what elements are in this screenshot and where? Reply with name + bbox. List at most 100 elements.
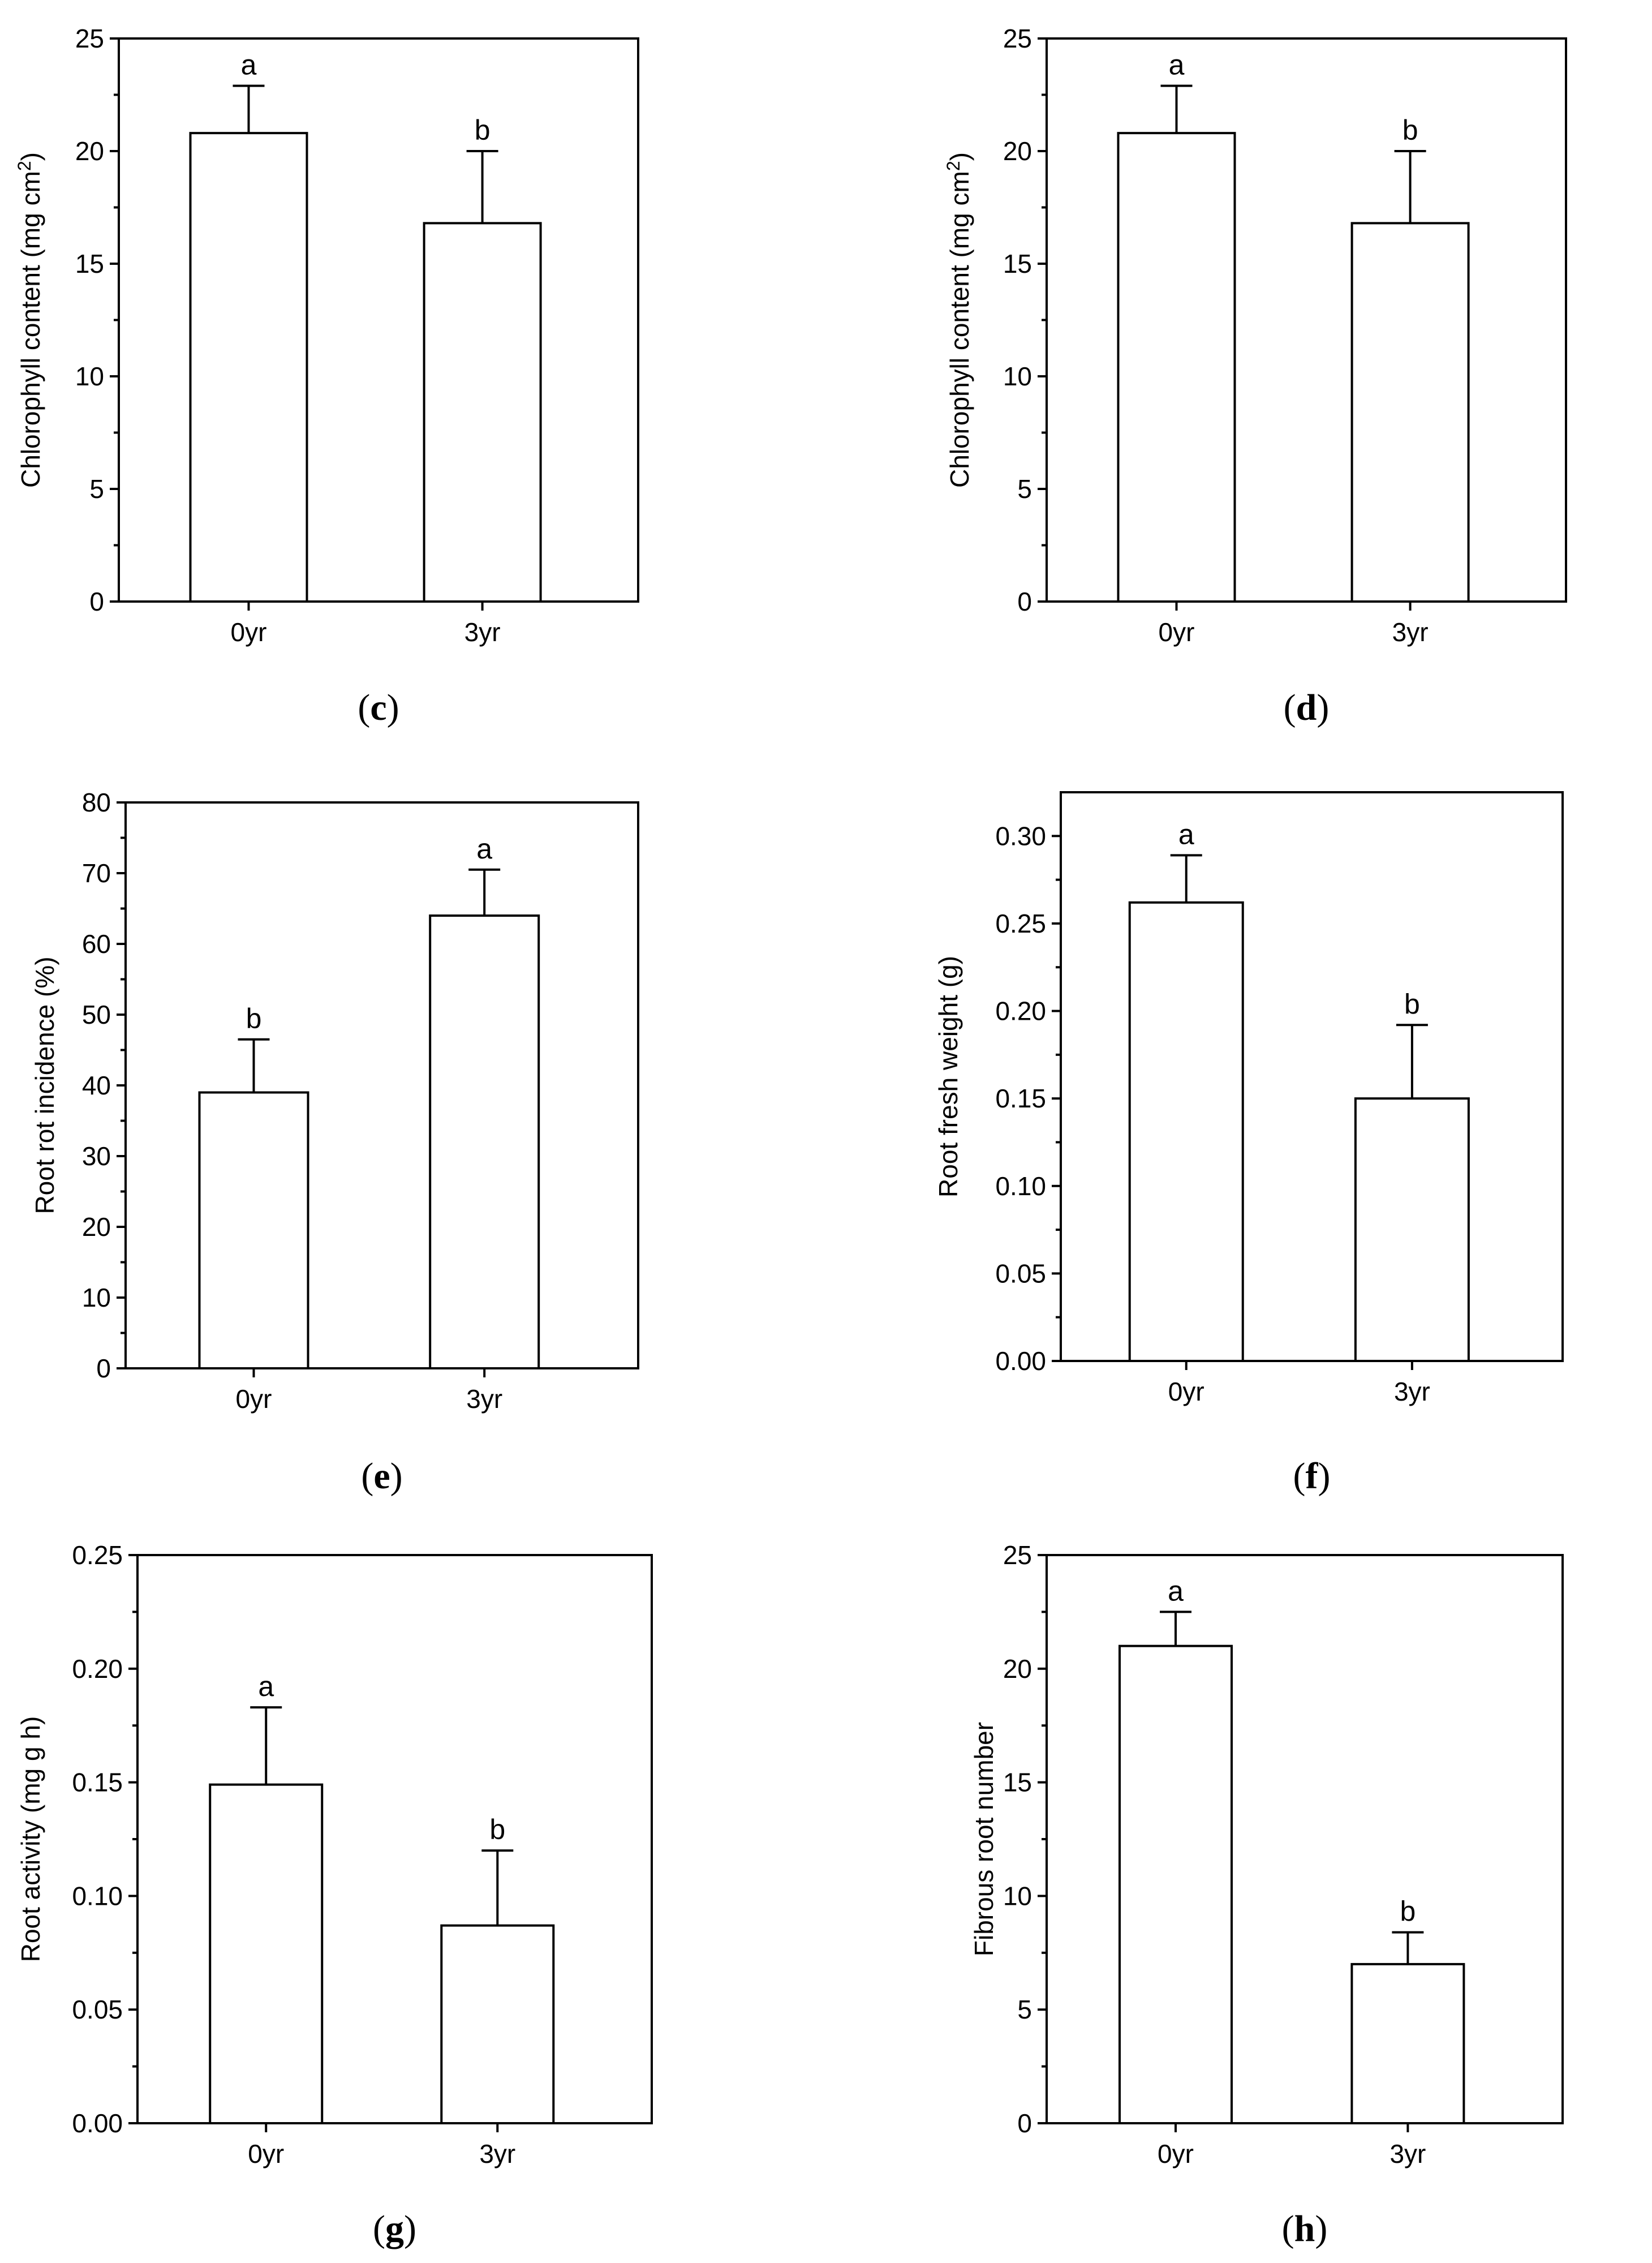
y-axis-title-text: Chlorophyll content (mg cm (945, 171, 974, 488)
y-tick-label: 0.20 (72, 1654, 123, 1684)
panel-label-letter: g (385, 2208, 404, 2249)
chart-panel-e: 0 10 20 30 40 50 60 70 80 Root rot incidence (%) b… (30, 788, 639, 1497)
panel-label-open-paren: ( (358, 687, 370, 728)
panel-label-letter: e (373, 1455, 390, 1497)
bar-0yr (189, 132, 308, 603)
panel-label-open-paren: ( (361, 1455, 373, 1497)
chart-panel-f: 0.00 0.05 0.10 0.15 0.20 0.25 0.30 Root fresh w… (933, 791, 1564, 1497)
y-axis-title-tail: ) (945, 152, 974, 161)
significance-letter: a (258, 1671, 274, 1702)
y-axis-title-text: Chlorophyll content (mg cm (16, 171, 45, 488)
y-tick-label: 0 (1017, 2109, 1032, 2138)
y-tick-label: 15 (1003, 249, 1032, 278)
panel-label-letter: h (1294, 2208, 1315, 2249)
panel-label: (h) (1282, 2208, 1328, 2249)
significance-letter: b (1400, 1896, 1416, 1927)
y-tick-label: 25 (1003, 1540, 1032, 1570)
y-tick-label: 15 (75, 249, 104, 278)
significance-letter: b (1403, 114, 1418, 146)
y-tick-label: 0.30 (995, 821, 1046, 851)
y-tick-label: 0.15 (995, 1084, 1046, 1113)
bar-3yr (1350, 222, 1470, 603)
y-tick-label: 0.10 (995, 1171, 1046, 1201)
significance-letter: a (476, 833, 492, 865)
x-tick-label: 0yr (231, 617, 267, 647)
x-tick-label: 0yr (1168, 1377, 1204, 1406)
panel-label-close-paren: ) (1318, 1455, 1330, 1497)
y-tick-label: 15 (1003, 1768, 1032, 1797)
bar-3yr (440, 1924, 555, 2124)
y-tick-label: 20 (1003, 1654, 1032, 1684)
bar-3yr (423, 222, 542, 603)
y-axis-title: Chlorophyll content (mg cm2) (943, 152, 974, 488)
y-axis-title-text: Root fresh weight (g) (933, 956, 963, 1197)
significance-letter: a (1169, 49, 1185, 81)
y-axis-title: Fibrous root number (969, 1722, 999, 1956)
panel-label-close-paren: ) (387, 687, 399, 728)
panel-label-close-paren: ) (404, 2208, 416, 2249)
y-tick-label: 50 (82, 1000, 111, 1029)
y-tick-label: 0 (1017, 587, 1032, 616)
chart-panel-d: 0 5 10 15 20 25 Chlorophyll content (mg cm2) a 0… (943, 24, 1567, 728)
y-tick-label: 25 (75, 24, 104, 53)
y-tick-label: 20 (1003, 136, 1032, 166)
panel-label-close-paren: ) (1317, 687, 1329, 728)
chart-panel-h: 0 5 10 15 20 25 Fibrous root number a 0yr b 3yr (h) (969, 1540, 1564, 2249)
significance-letter: b (489, 1814, 505, 1845)
y-axis-title: Root rot incidence (%) (30, 956, 59, 1214)
plot-frame (1060, 791, 1564, 1362)
significance-letter: a (1178, 818, 1194, 850)
y-axis-title-tail: ) (16, 152, 45, 161)
panel-label-close-paren: ) (390, 1455, 403, 1497)
bar-0yr (209, 1783, 324, 2124)
y-axis-title-text: Fibrous root number (969, 1722, 999, 1956)
y-tick-label: 10 (1003, 362, 1032, 391)
y-tick-label: 5 (1017, 474, 1032, 504)
y-tick-label: 60 (82, 929, 111, 959)
bar-3yr (1354, 1097, 1470, 1362)
x-tick-label: 3yr (479, 2139, 515, 2168)
significance-letter: a (241, 49, 257, 81)
y-tick-label: 70 (82, 858, 111, 888)
y-tick-label: 0.25 (72, 1540, 123, 1570)
bar-0yr (198, 1091, 309, 1369)
y-tick-label: 0.10 (72, 1881, 123, 1910)
y-tick-label: 10 (82, 1283, 111, 1312)
y-tick-label: 20 (75, 136, 104, 166)
panel-label-open-paren: ( (1284, 687, 1296, 728)
panel-label-letter: c (370, 687, 386, 728)
y-axis-title-text: Root activity (mg g h) (16, 1716, 45, 1963)
y-tick-label: 10 (75, 362, 104, 391)
panel-label: (f) (1293, 1455, 1331, 1497)
chart-panel-c: 0 5 10 15 20 25 Chlorophyll content (mg cm2) a 0… (14, 24, 639, 728)
significance-letter: b (475, 114, 491, 146)
y-axis-title: Chlorophyll content (mg cm2) (14, 152, 45, 488)
panel-label-close-paren: ) (1315, 2208, 1327, 2249)
panel-label: (d) (1284, 687, 1330, 728)
panel-label-open-paren: ( (1293, 1455, 1306, 1497)
y-tick-label: 25 (1003, 24, 1032, 53)
x-tick-label: 0yr (248, 2139, 284, 2168)
y-tick-label: 0.25 (995, 909, 1046, 938)
y-tick-label: 0.00 (72, 2109, 123, 2138)
x-tick-label: 3yr (464, 617, 501, 647)
y-tick-label: 0.00 (995, 1346, 1046, 1376)
y-tick-label: 0 (96, 1354, 111, 1383)
panel-label: (g) (373, 2208, 416, 2249)
y-tick-label: 5 (1017, 1995, 1032, 2024)
panel-label-open-paren: ( (1282, 2208, 1294, 2249)
panel-label-letter: f (1306, 1455, 1319, 1497)
panel-label-open-paren: ( (373, 2208, 385, 2249)
y-axis-title-superscript: 2 (14, 161, 35, 171)
significance-letter: b (1404, 988, 1420, 1020)
x-tick-label: 3yr (466, 1384, 502, 1414)
panel-label-letter: d (1296, 687, 1317, 728)
bar-3yr (1350, 1963, 1465, 2124)
bar-0yr (1128, 901, 1244, 1363)
x-tick-label: 0yr (236, 1384, 272, 1414)
y-tick-label: 30 (82, 1141, 111, 1171)
y-tick-label: 0.20 (995, 997, 1046, 1026)
y-tick-label: 80 (82, 788, 111, 817)
y-tick-label: 10 (1003, 1881, 1032, 1910)
